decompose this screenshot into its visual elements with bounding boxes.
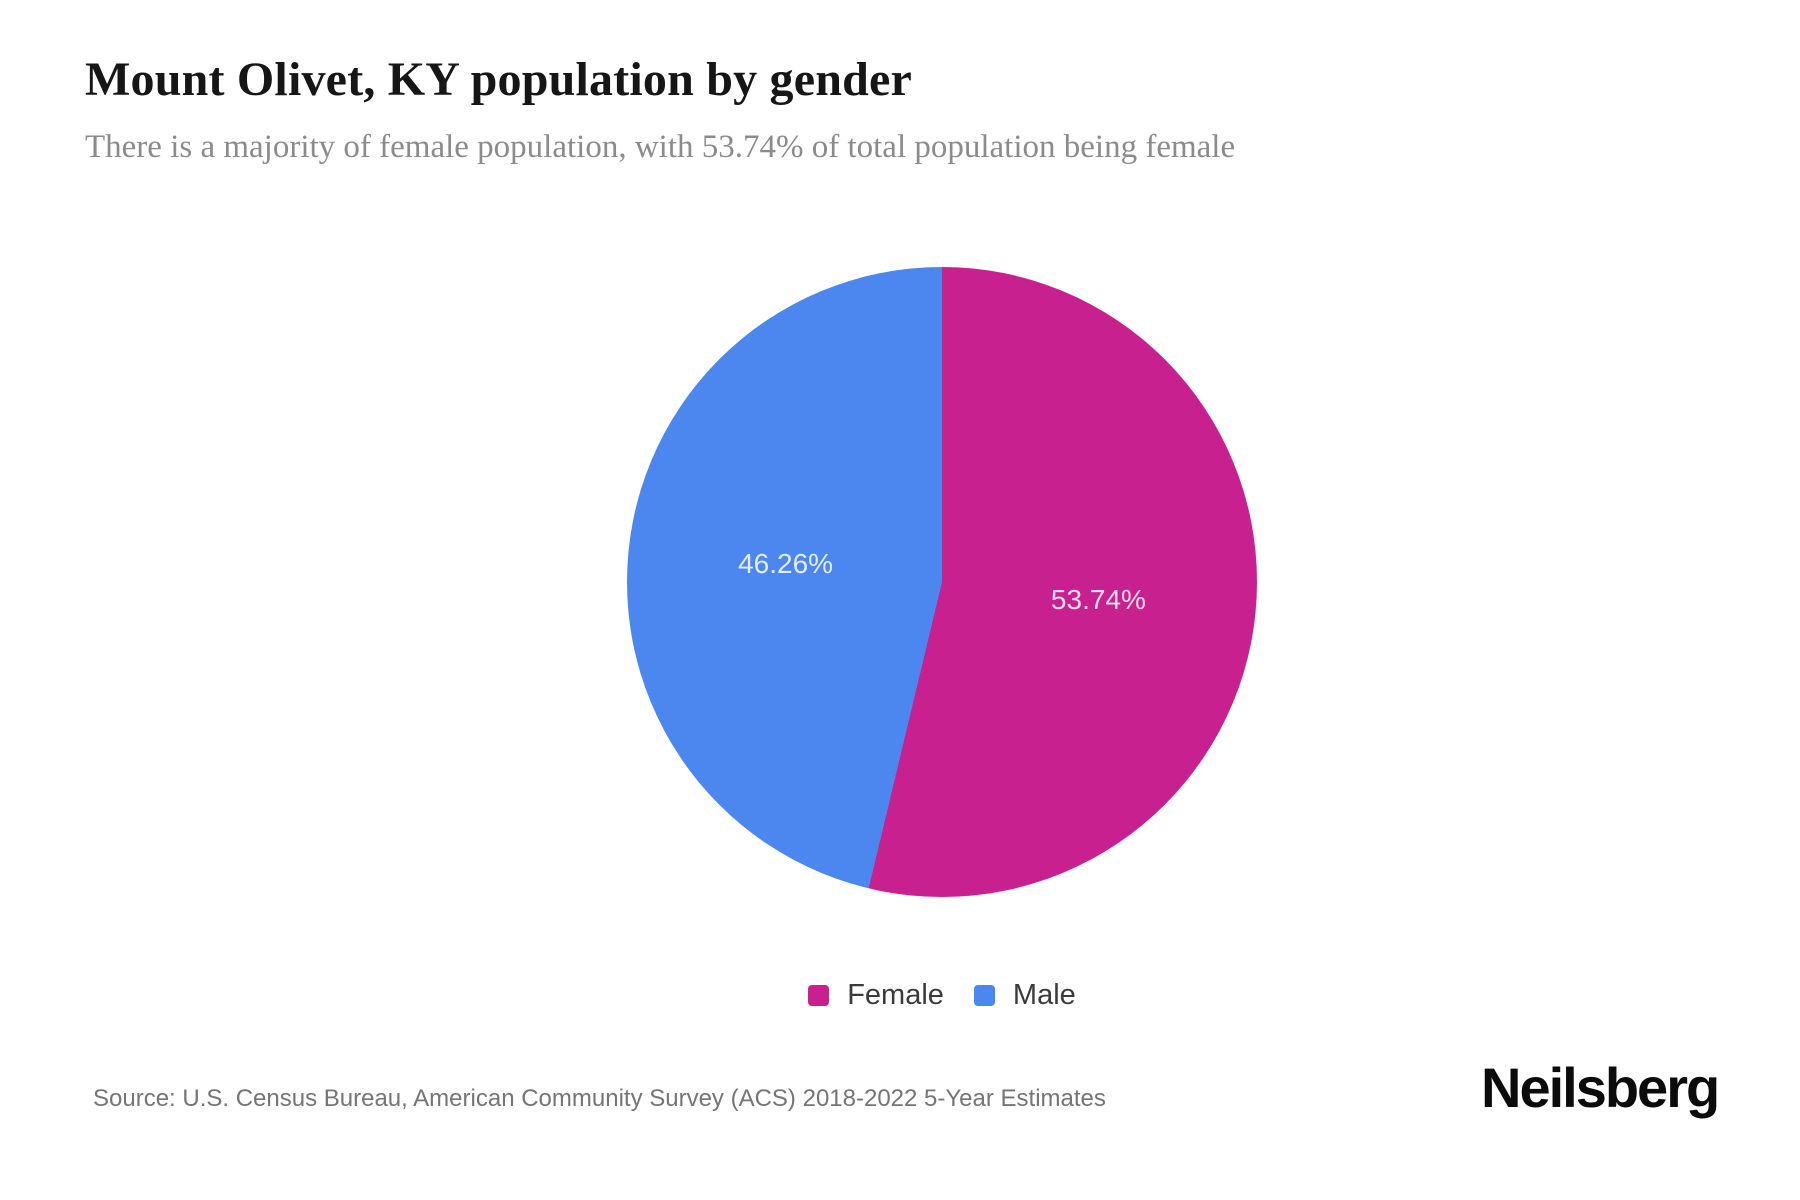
page-title: Mount Olivet, KY population by gender [85, 53, 913, 106]
pie-chart[interactable]: 53.74% 46.26% [627, 267, 1257, 897]
pie-slice-label-female: 53.74% [1050, 584, 1146, 616]
legend-label-female: Female [847, 979, 944, 1011]
legend: Female Male [627, 979, 1257, 1012]
legend-item-female[interactable]: Female [808, 979, 944, 1012]
male-swatch-icon [973, 985, 995, 1006]
source-note: Source: U.S. Census Bureau, American Com… [93, 1085, 1106, 1112]
chart-subtitle: There is a majority of female population… [85, 129, 1236, 165]
pie-chart-area: 53.74% 46.26% [627, 267, 1257, 897]
legend-item-male[interactable]: Male [973, 979, 1076, 1012]
neilsberg-logo[interactable]: Neilsberg [1481, 1056, 1720, 1119]
female-swatch-icon [808, 985, 830, 1006]
legend-label-male: Male [1012, 979, 1076, 1011]
pie-slice-label-male: 46.26% [738, 547, 834, 579]
